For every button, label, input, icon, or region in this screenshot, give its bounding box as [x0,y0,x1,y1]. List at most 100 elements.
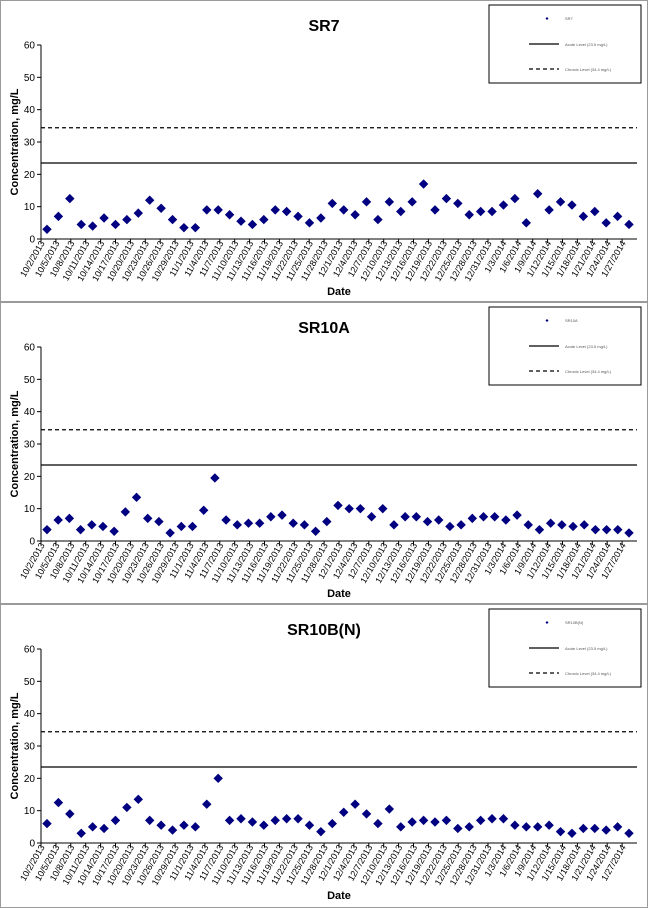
data-point [156,203,166,213]
data-point [53,211,64,222]
data-point [567,828,577,839]
data-point [143,513,153,524]
data-point [338,807,349,817]
legend: SR7 Acute Level (23.5 mg/L) Chronic Level … [488,4,642,84]
data-point [87,520,97,530]
data-point [110,815,121,826]
y-axis-label: Concentration, mg/L [9,88,21,195]
data-point [578,211,589,222]
data-point [165,528,175,538]
legend-box [488,608,642,688]
data-point [213,773,223,784]
data-point [270,815,280,826]
data-point [624,828,634,839]
data-point [221,515,231,525]
data-point [310,526,321,537]
data-point [316,826,326,837]
data-point [87,822,98,832]
data-point [99,823,109,834]
data-point [568,521,578,532]
data-point [441,193,452,204]
data-point [532,189,543,199]
data-point [350,210,360,220]
data-point [154,516,164,527]
data-point [109,526,119,537]
data-point [288,518,298,528]
y-tick-label: 30 [24,138,36,149]
data-point [384,197,395,207]
data-point [373,214,383,225]
x-axis-label: Date [327,286,351,298]
chart-panel-sr7: SR7 0 10 20 30 40 50 60 Concentration, mg/L 10/2/… [0,0,648,302]
data-point [407,197,417,207]
y-tick-label: 50 [24,677,36,688]
data-point [167,825,178,835]
data-point [236,216,246,226]
y-tick-label: 0 [29,235,35,246]
data-point [441,815,452,826]
data-point [373,818,383,829]
data-point [456,520,466,530]
legend-entry-chronic: Chronic Level (34.4 mg/L) [565,671,612,676]
data-point [53,797,64,808]
data-point [202,799,212,809]
chart-panel-sr10b-n: SR10B(N) 0 10 20 30 40 50 60 Concentration, mg/L… [0,604,648,908]
y-tick-label: 30 [24,440,36,451]
data-point [612,211,623,222]
legend-marker [545,319,549,322]
data-point [487,814,497,824]
data-point [396,822,406,832]
data-point [236,814,246,824]
data-point [277,510,287,520]
data-point [475,206,486,217]
data-point [501,515,511,525]
data-point [65,193,75,204]
data-point [304,820,315,830]
y-tick-label: 10 [24,806,36,817]
y-axis-label: Concentration, mg/L [9,390,21,497]
data-point [333,500,343,511]
y-axis-label: Concentration, mg/L [9,692,21,799]
legend-entry-acute: Acute Level (23.5 mg/L) [565,344,608,349]
data-point [327,818,338,829]
data-point [281,814,292,824]
data-point [464,210,474,220]
y-tick-label: 40 [24,709,36,720]
data-point [232,520,242,530]
data-point [42,524,52,535]
y-tick-label: 50 [24,375,36,386]
data-point [202,205,212,215]
data-point [259,214,269,225]
legend-marker [545,17,549,20]
data-point [464,822,474,832]
data-point [590,524,601,535]
data-point [445,521,455,532]
chart-panel-sr10a: SR10A 0 10 20 30 40 50 60 Concentration, mg/L 10/… [0,302,648,604]
data-point [64,513,75,524]
data-point [120,507,131,517]
data-point [389,520,399,530]
y-tick-label: 20 [24,774,36,785]
data-point [624,528,634,538]
data-point [281,206,292,217]
y-tick-label: 10 [24,202,36,213]
legend-entry-chronic: Chronic Level (34.4 mg/L) [565,67,612,72]
legend-entry-chronic: Chronic Level (34.4 mg/L) [565,369,612,374]
data-point [453,823,463,834]
legend-marker [545,621,549,624]
data-point [293,814,303,824]
data-point [489,512,500,522]
data-point [613,524,623,535]
data-point [53,515,63,525]
data-point [510,820,520,830]
data-point [179,222,189,233]
data-point [555,197,566,207]
data-point [557,520,567,530]
data-point [521,218,532,228]
legend-entry-acute: Acute Level (23.5 mg/L) [565,42,608,47]
data-point [98,521,108,532]
data-point [131,492,142,503]
data-point [532,822,543,832]
